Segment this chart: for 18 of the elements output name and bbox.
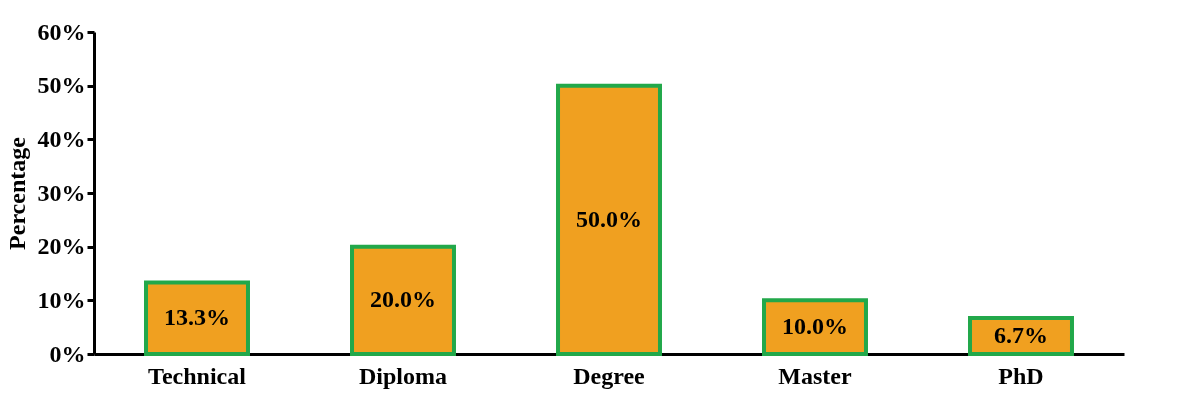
- x-tick-label: Master: [778, 362, 852, 389]
- data-label: 10.0%: [782, 313, 848, 340]
- y-tick-label: 60%: [37, 18, 86, 45]
- x-tick-label: PhD: [998, 362, 1044, 389]
- x-tick-label: Technical: [148, 362, 247, 389]
- y-tick-label: 0%: [49, 340, 86, 367]
- y-tick-label: 30%: [37, 179, 86, 206]
- y-tick-label: 10%: [37, 286, 86, 313]
- data-label: 13.3%: [164, 304, 230, 331]
- data-label: 6.7%: [994, 322, 1048, 349]
- y-tick-label: 50%: [37, 72, 86, 99]
- y-tick-label: 20%: [37, 233, 86, 260]
- x-tick-label: Diploma: [358, 362, 448, 389]
- data-label: 50.0%: [576, 205, 642, 232]
- data-label: 20.0%: [370, 286, 436, 313]
- x-tick-label: Degree: [573, 362, 646, 389]
- y-axis-title: Percentage: [3, 136, 30, 250]
- y-tick-label: 40%: [37, 125, 86, 152]
